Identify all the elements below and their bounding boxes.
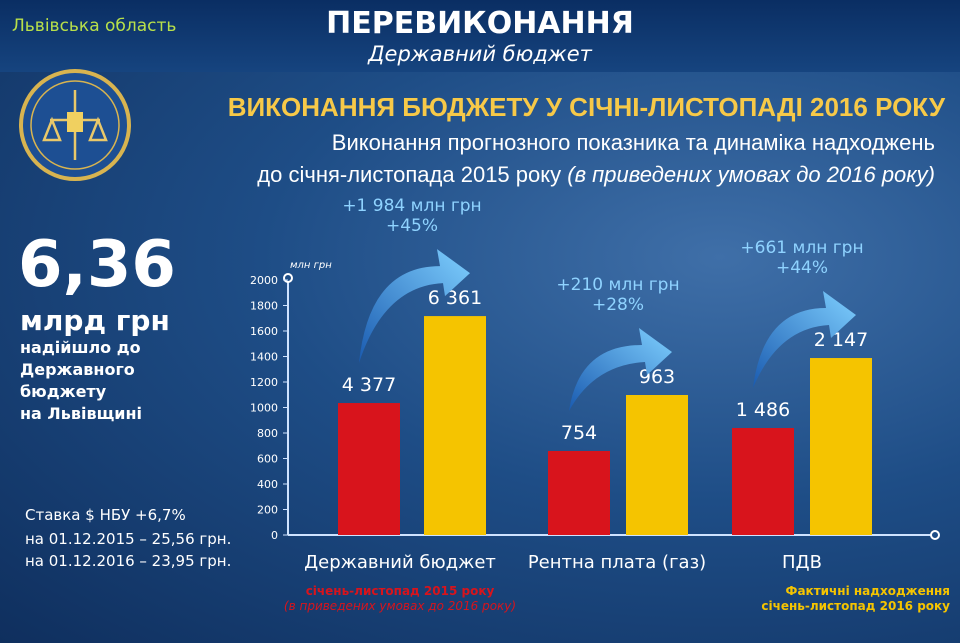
bar (626, 395, 688, 535)
y-tick-label: 1200 (250, 376, 278, 389)
y-tick-label: 2000 (250, 274, 278, 287)
y-tick-label: 200 (257, 504, 278, 517)
rate: на 01.12.2015 – 25,56 грн. (25, 530, 232, 548)
change-label: +1 984 млн грн (342, 196, 481, 216)
y-axis-label: млн грн (290, 260, 332, 271)
change-label: +28% (592, 295, 644, 315)
summary-line: Державного (20, 360, 135, 379)
bar (732, 428, 794, 535)
x-tick-label: ПДВ (782, 552, 822, 573)
y-tick-label: 600 (257, 453, 278, 466)
chart-subtitle: Виконання прогнозного показника та динам… (331, 130, 935, 155)
bar-label: 963 (639, 366, 675, 388)
bar (338, 403, 400, 535)
logo (19, 69, 131, 181)
bar (548, 450, 610, 535)
bar (424, 316, 486, 535)
header-band (0, 0, 960, 72)
change-label: +45% (386, 216, 438, 236)
legend-note: (в приведених умовах до 2016 року) (283, 599, 517, 613)
legend-entry: січень-листопад 2015 року (305, 584, 495, 598)
change-label: +210 млн грн (556, 275, 679, 295)
header-subtitle: Державний бюджет (368, 42, 592, 66)
arrow (753, 291, 856, 389)
chart-title: ВИКОНАННЯ БЮДЖЕТУ У СІЧНІ-ЛИСТОПАДІ 2016… (227, 92, 945, 122)
region: Львівська область (12, 16, 177, 36)
bar-label: 4 377 (342, 374, 396, 396)
y-tick-label: 1000 (250, 402, 278, 415)
summary-line: на Львівщині (20, 404, 142, 423)
change-label: +661 млн грн (740, 238, 863, 258)
change-label: +44% (776, 258, 828, 278)
legend-entry: Фактичні надходження січень-листопад 201… (761, 584, 950, 613)
y-tick-label: 1800 (250, 300, 278, 313)
y-tick-label: 1600 (250, 325, 278, 338)
rate: Ставка $ НБУ +6,7% (25, 506, 186, 524)
rate: на 01.12.2016 – 23,95 грн. (25, 552, 232, 570)
axis-end (930, 530, 940, 540)
x-tick-label: Державний бюджет (304, 552, 496, 573)
bar (810, 358, 872, 535)
y-tick-label: 0 (271, 529, 278, 542)
chart-subtitle: до січня-листопада 2015 року (в приведен… (257, 162, 935, 188)
axis-end (283, 273, 293, 283)
bar-label: 6 361 (428, 287, 482, 309)
y-tick-label: 400 (257, 478, 278, 491)
arrow (359, 249, 470, 364)
bar-label: 1 486 (736, 399, 790, 421)
y-tick-label: 1400 (250, 351, 278, 364)
arrow (569, 328, 672, 411)
bar-label: 2 147 (814, 329, 868, 351)
summary-line: бюджету (20, 382, 107, 401)
summary-line: надійшло до (20, 338, 141, 357)
header-title: ПЕРЕВИКОНАННЯ (326, 6, 634, 41)
subtitle-line: до січня-листопада 2015 року (257, 162, 562, 187)
y-tick-label: 800 (257, 427, 278, 440)
summary-unit: млрд грн (20, 304, 170, 337)
bar-label: 754 (561, 422, 597, 444)
subtitle-note: (в приведених умовах до 2016 року) (567, 162, 935, 187)
summary-value: 6,36 (18, 228, 176, 302)
x-tick-label: Рентна плата (газ) (528, 552, 706, 573)
